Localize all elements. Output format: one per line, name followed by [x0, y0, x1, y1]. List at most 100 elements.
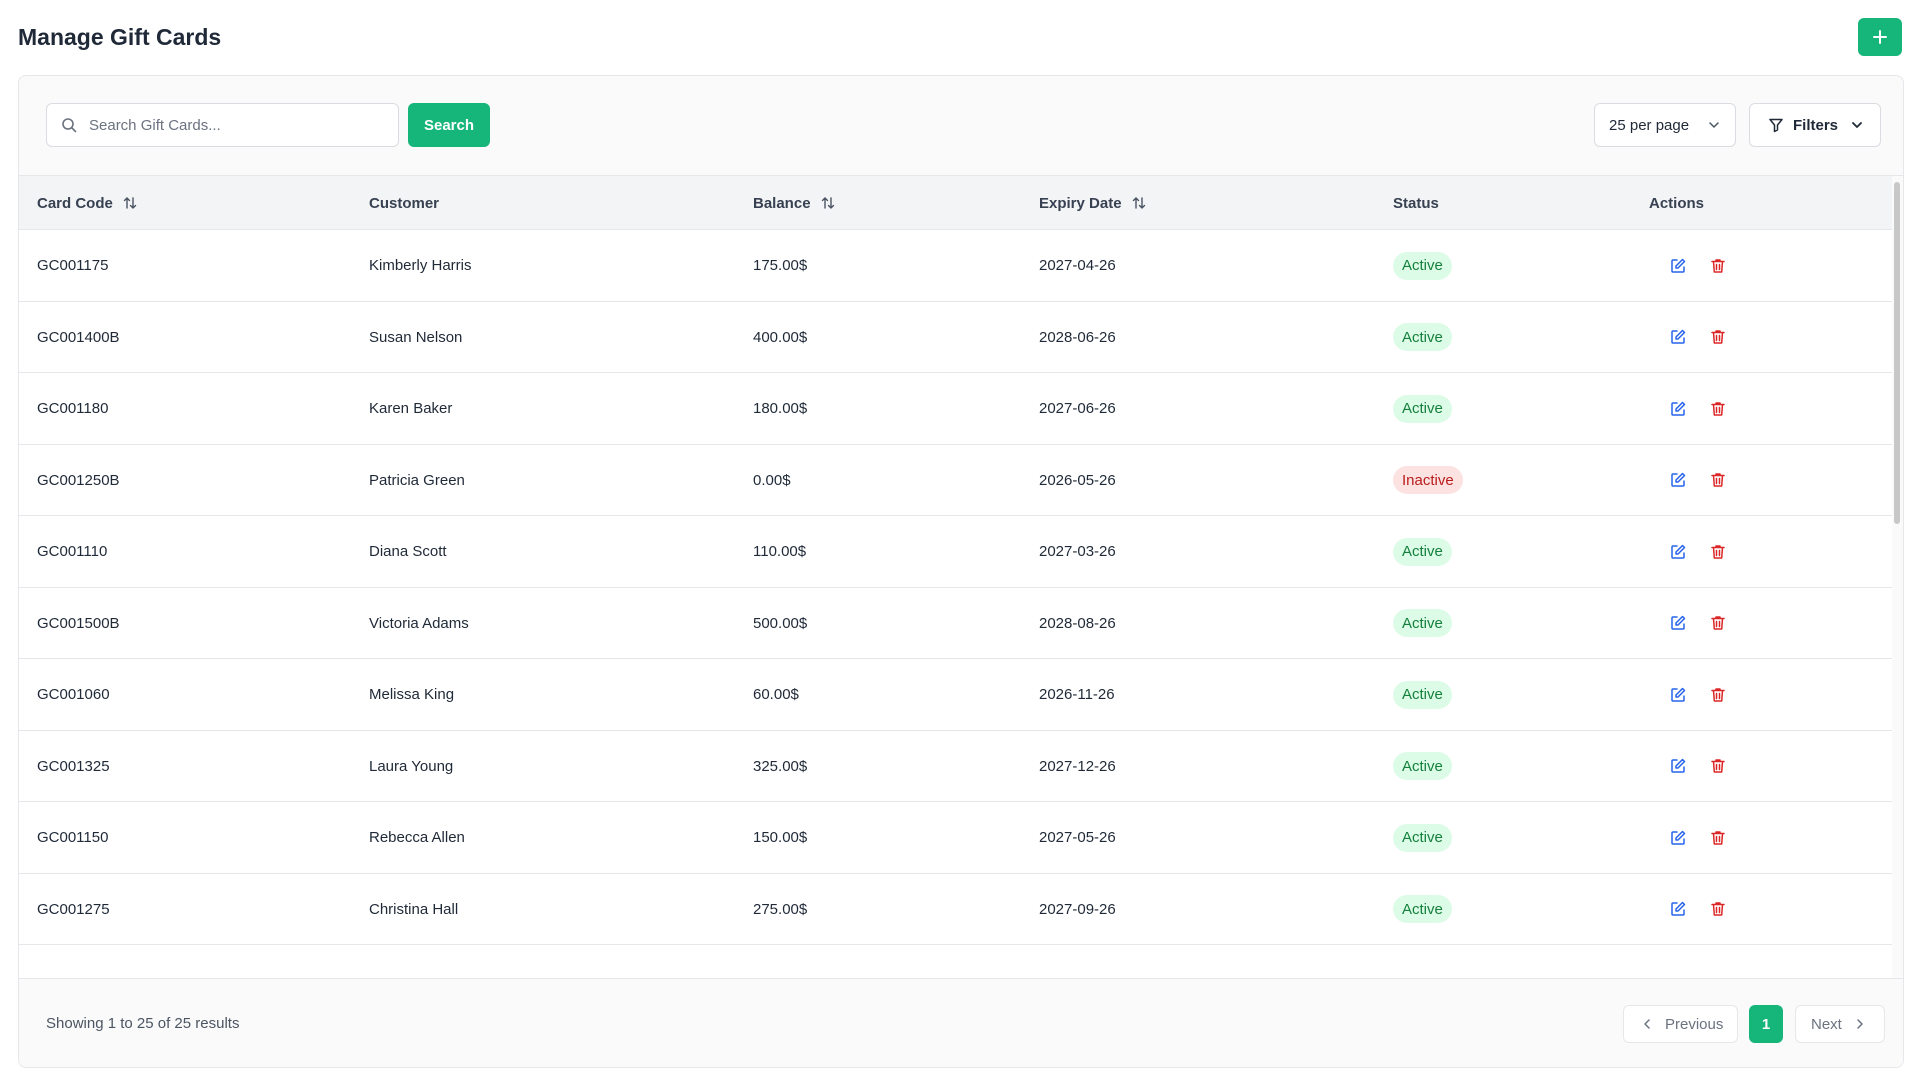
cell-actions — [1659, 230, 1727, 302]
cell-status: Inactive — [1393, 445, 1463, 517]
cell-balance: 400.00$ — [753, 328, 808, 346]
cell-status: Active — [1393, 230, 1452, 302]
cell-expiry: 2027-03-26 — [1039, 543, 1116, 561]
edit-icon[interactable] — [1669, 757, 1687, 775]
results-summary: Showing 1 to 25 of 25 results — [46, 1015, 240, 1032]
next-label: Next — [1811, 1015, 1842, 1033]
cell-actions — [1659, 731, 1727, 803]
table-row: GC001275 Christina Hall 275.00$ 2027-09-26 A… — [19, 873, 1894, 946]
filters-button[interactable]: Filters — [1749, 103, 1881, 147]
column-label: Expiry Date — [1039, 194, 1122, 212]
filter-icon — [1768, 117, 1784, 133]
delete-icon[interactable] — [1709, 900, 1727, 918]
delete-icon[interactable] — [1709, 257, 1727, 275]
column-header-balance[interactable]: Balance — [753, 176, 836, 230]
cell-actions — [1659, 874, 1727, 946]
table-row: GC001175 Kimberly Harris 175.00$ 2027-04-26… — [19, 230, 1894, 302]
delete-icon[interactable] — [1709, 757, 1727, 775]
delete-icon[interactable] — [1709, 543, 1727, 561]
table-row: GC001150 Rebecca Allen 150.00$ 2027-05-26 Ac… — [19, 802, 1894, 874]
edit-icon[interactable] — [1669, 328, 1687, 346]
cell-code: GC001175 — [37, 257, 109, 275]
column-label: Balance — [753, 194, 811, 212]
cell-actions — [1659, 659, 1727, 731]
status-badge: Active — [1393, 394, 1452, 423]
table-row: GC001060 Melissa King 60.00$ 2026-11-26 Acti… — [19, 659, 1894, 731]
sort-icon — [1131, 195, 1147, 211]
previous-page-button[interactable]: Previous — [1623, 1005, 1738, 1043]
cell-balance: 110.00$ — [753, 543, 807, 561]
cell-customer: Patricia Green — [369, 471, 465, 489]
column-header-card-code[interactable]: Card Code — [37, 176, 138, 230]
edit-icon[interactable] — [1669, 900, 1687, 918]
scrollbar-thumb[interactable] — [1894, 182, 1900, 524]
edit-icon[interactable] — [1669, 686, 1687, 704]
status-badge: Active — [1393, 251, 1452, 280]
next-page-button[interactable]: Next — [1795, 1005, 1885, 1043]
cell-code: GC001180 — [37, 400, 109, 418]
status-badge: Active — [1393, 895, 1452, 924]
delete-icon[interactable] — [1709, 400, 1727, 418]
chevron-left-icon — [1640, 1017, 1654, 1031]
cell-code: GC001275 — [37, 900, 110, 918]
cell-status: Active — [1393, 588, 1452, 660]
search-button[interactable]: Search — [408, 103, 490, 147]
status-badge: Active — [1393, 323, 1452, 352]
edit-icon[interactable] — [1669, 257, 1687, 275]
column-header-status: Status — [1393, 176, 1439, 230]
edit-icon[interactable] — [1669, 614, 1687, 632]
edit-icon[interactable] — [1669, 400, 1687, 418]
add-gift-card-button[interactable] — [1858, 18, 1902, 56]
cell-status: Active — [1393, 659, 1452, 731]
cell-customer: Rebecca Allen — [369, 829, 465, 847]
sort-icon — [122, 195, 138, 211]
chevron-down-icon — [1707, 118, 1721, 132]
edit-icon[interactable] — [1669, 543, 1687, 561]
cell-status: Active — [1393, 731, 1452, 803]
cell-status: Active — [1393, 874, 1452, 946]
cell-balance: 325.00$ — [753, 757, 808, 775]
cell-actions — [1659, 802, 1727, 874]
edit-icon[interactable] — [1669, 471, 1687, 489]
column-label: Customer — [369, 194, 440, 212]
table-scrollbar[interactable] — [1892, 176, 1903, 978]
delete-icon[interactable] — [1709, 328, 1727, 346]
cell-code: GC001060 — [37, 686, 110, 704]
cell-status: Active — [1393, 302, 1452, 374]
cell-customer: Melissa King — [369, 686, 455, 704]
search-input[interactable] — [89, 116, 369, 134]
cell-customer: Victoria Adams — [369, 614, 469, 632]
delete-icon[interactable] — [1709, 471, 1727, 489]
delete-icon[interactable] — [1709, 829, 1727, 847]
status-badge: Active — [1393, 823, 1452, 852]
cell-balance: 275.00$ — [753, 900, 808, 918]
status-badge: Active — [1393, 609, 1452, 638]
table-row: GC001180 Karen Baker 180.00$ 2027-06-26 Acti… — [19, 373, 1894, 445]
cell-balance: 150.00$ — [753, 829, 808, 847]
status-badge: Active — [1393, 537, 1452, 566]
edit-icon[interactable] — [1669, 829, 1687, 847]
cell-customer: Kimberly Harris — [369, 257, 472, 275]
cell-actions — [1659, 373, 1727, 445]
search-icon — [61, 117, 77, 133]
cell-customer: Karen Baker — [369, 400, 453, 418]
cell-customer: Laura Young — [369, 757, 454, 775]
page-header: Manage Gift Cards — [18, 18, 1902, 58]
page-1-button[interactable]: 1 — [1749, 1005, 1783, 1043]
table-row: GC001500B Victoria Adams 500.00$ 2028-08-26… — [19, 587, 1894, 660]
search-box[interactable] — [46, 103, 399, 147]
column-header-expiry-date[interactable]: Expiry Date — [1039, 176, 1147, 230]
table-header: Card Code Customer Balance Expiry Date — [19, 176, 1894, 230]
table-row: GC001250B Patricia Green 0.00$ 2026-05-26 In… — [19, 444, 1894, 517]
cell-status: Active — [1393, 516, 1452, 588]
per-page-select[interactable]: 25 per page — [1594, 103, 1736, 147]
column-label: Card Code — [37, 194, 113, 212]
cell-expiry: 2026-11-26 — [1039, 686, 1115, 704]
cell-customer: Diana Scott — [369, 543, 447, 561]
cell-balance: 60.00$ — [753, 686, 799, 704]
delete-icon[interactable] — [1709, 614, 1727, 632]
column-header-actions: Actions — [1649, 176, 1704, 230]
cell-code: GC001325 — [37, 757, 110, 775]
delete-icon[interactable] — [1709, 686, 1727, 704]
status-badge: Active — [1393, 752, 1452, 781]
